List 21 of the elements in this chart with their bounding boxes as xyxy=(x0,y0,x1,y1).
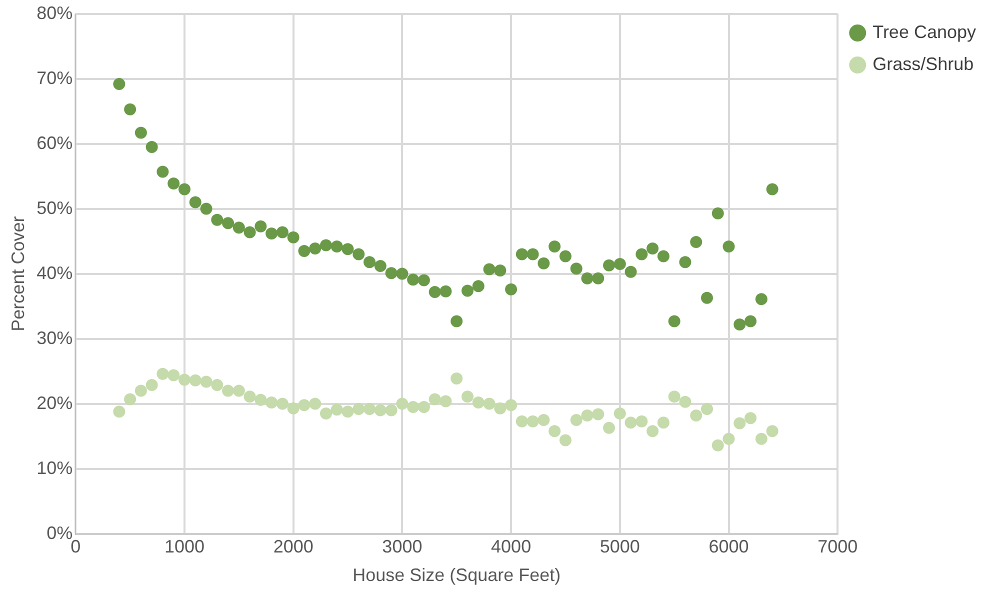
x-tick-label: 3000 xyxy=(382,536,422,557)
x-tick-label: 2000 xyxy=(273,536,314,557)
y-tick-label: 70% xyxy=(36,68,73,88)
y-tick-label: 10% xyxy=(36,458,73,478)
x-tick-label: 6000 xyxy=(708,536,749,557)
y-axis-title: Percent Cover xyxy=(8,216,28,332)
y-tick-label: 60% xyxy=(36,132,73,153)
y-tick-label: 50% xyxy=(36,198,73,218)
y-tick-label: 40% xyxy=(36,262,73,283)
x-tick-label: 5000 xyxy=(600,536,640,557)
x-tick-label: 0 xyxy=(70,536,81,557)
legend-label: Grass/Shrub xyxy=(872,54,974,74)
y-tick-label: 0% xyxy=(46,522,73,543)
x-tick-label: 4000 xyxy=(491,536,532,557)
y-tick-label: 80% xyxy=(36,2,73,23)
y-tick-label: 20% xyxy=(36,392,73,413)
x-axis-title: House Size (Square Feet) xyxy=(352,565,561,586)
x-tick-label: 1000 xyxy=(164,536,205,557)
y-tick-label: 30% xyxy=(36,328,73,348)
legend-label: Tree Canopy xyxy=(872,22,976,42)
x-tick-label: 7000 xyxy=(818,536,858,557)
